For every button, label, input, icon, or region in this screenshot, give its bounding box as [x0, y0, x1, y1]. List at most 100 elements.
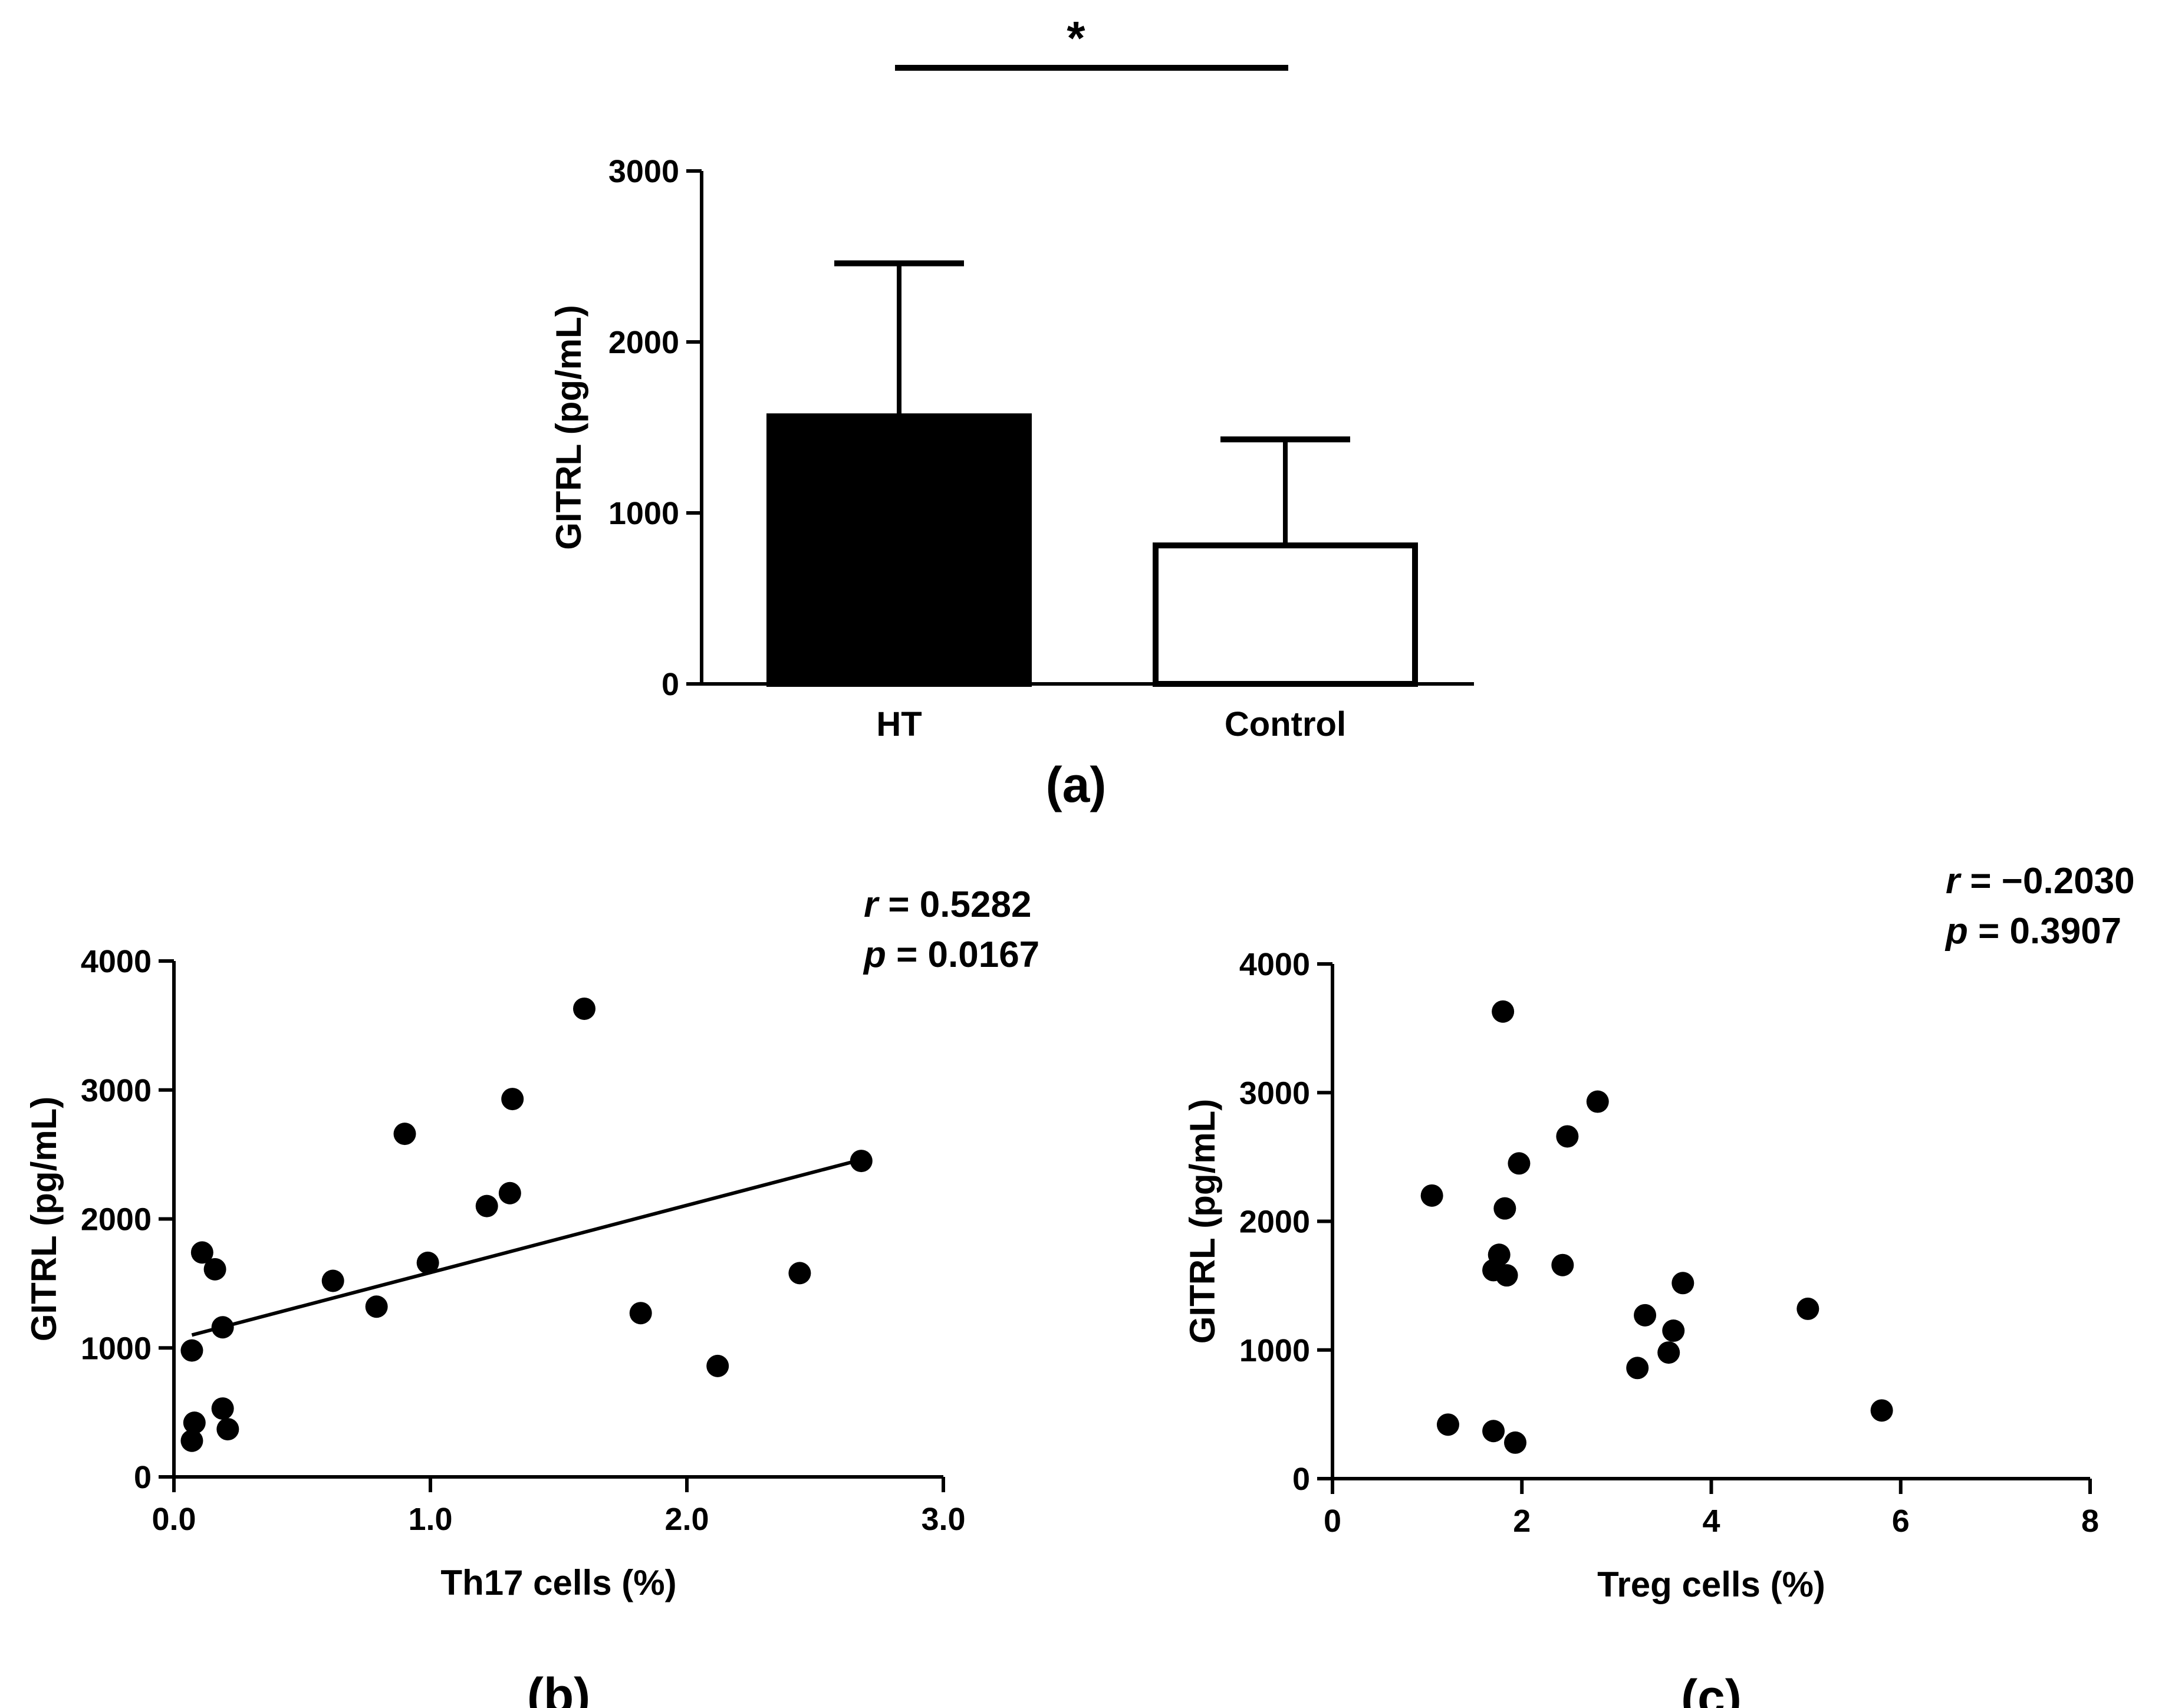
r-value: = 0.5282	[878, 884, 1031, 925]
data-point	[475, 1194, 498, 1217]
data-point	[706, 1354, 729, 1377]
bar-group	[766, 413, 1418, 687]
y-axis-label: GITRL (pg/mL)	[549, 305, 588, 550]
data-point	[573, 997, 595, 1020]
data-point	[1870, 1399, 1893, 1422]
y-tick-label: 1000	[81, 1331, 152, 1366]
r-statistic: r = 0.5282	[864, 884, 1031, 925]
y-tick-label: 2000	[81, 1202, 152, 1238]
data-point	[1420, 1184, 1443, 1207]
data-point	[416, 1251, 439, 1274]
data-point	[211, 1397, 234, 1420]
data-point	[1586, 1090, 1609, 1113]
y-tick-label: 2000	[1239, 1205, 1310, 1240]
x-tick-label: 0	[1324, 1503, 1341, 1539]
data-point	[190, 1241, 213, 1264]
scatter-chart-panel-c: 0 1000 2000 3000 4000 0 2 4 6 8 GITRL (pg/mL) Tr…	[1183, 861, 2135, 1708]
data-point	[498, 1182, 521, 1205]
r-symbol: r	[1946, 861, 1962, 901]
x-axis-label: Th17 cells (%)	[440, 1563, 676, 1602]
x-tick-label: 1.0	[408, 1502, 452, 1537]
panel-label-a: (a)	[1046, 757, 1107, 812]
data-point	[1796, 1297, 1819, 1320]
y-tick-label: 0	[662, 667, 679, 702]
y-tick-group: 0 1000 2000 3000 4000	[1239, 947, 1332, 1497]
y-tick-label: 3000	[608, 154, 679, 189]
data-point	[1657, 1341, 1680, 1364]
data-point	[1626, 1357, 1649, 1380]
data-point	[365, 1295, 388, 1318]
data-point	[321, 1269, 344, 1292]
data-point	[1495, 1264, 1518, 1287]
y-axis-label: GITRL (pg/mL)	[24, 1097, 64, 1342]
p-symbol: p	[1944, 911, 1968, 952]
y-tick-group: 0 1000 2000 3000	[608, 154, 702, 702]
y-tick-label: 4000	[81, 944, 152, 979]
x-tick-label: 2.0	[664, 1502, 709, 1537]
y-tick-label: 2000	[608, 325, 679, 360]
y-tick-label: 1000	[608, 496, 679, 531]
point-group	[180, 997, 873, 1452]
data-point	[1556, 1125, 1579, 1148]
x-tick-label: 8	[2081, 1503, 2099, 1539]
scatter-chart-panel-b: 0 1000 2000 3000 4000 0.0 1.0 2.0 3.0 GITRL (pg…	[24, 884, 1039, 1708]
p-value: = 0.0167	[886, 934, 1039, 975]
p-statistic: p = 0.0167	[863, 934, 1039, 975]
y-tick-group: 0 1000 2000 3000 4000	[81, 944, 174, 1495]
error-bar-group	[834, 260, 1350, 546]
scatter-c-axes	[1331, 964, 2090, 1480]
x-tick-label: 6	[1892, 1503, 1910, 1539]
data-point	[788, 1262, 811, 1285]
x-axis-label: Treg cells (%)	[1597, 1565, 1825, 1604]
trend-line	[191, 1157, 862, 1337]
data-point	[1492, 1000, 1515, 1023]
data-point	[393, 1123, 416, 1146]
data-point	[216, 1418, 239, 1441]
data-point	[1488, 1243, 1511, 1266]
p-symbol: p	[863, 934, 886, 975]
bar-ht	[766, 413, 1032, 687]
y-tick-label: 0	[1292, 1462, 1310, 1497]
data-point	[183, 1411, 206, 1434]
category-label: HT	[876, 705, 922, 743]
category-label-group: HT Control	[876, 705, 1346, 743]
data-point	[501, 1088, 524, 1111]
x-tick-group: 0.0 1.0 2.0 3.0	[152, 1477, 966, 1537]
r-symbol: r	[864, 884, 880, 925]
y-tick-label: 1000	[1239, 1333, 1310, 1368]
panel-label-c: (c)	[1681, 1670, 1742, 1708]
data-point	[203, 1258, 226, 1281]
x-tick-label: 0.0	[152, 1502, 196, 1537]
y-tick-label: 0	[134, 1460, 152, 1495]
data-point	[1671, 1272, 1694, 1295]
data-point	[1634, 1304, 1657, 1327]
r-value: = −0.2030	[1960, 861, 2135, 901]
y-tick-label: 3000	[1239, 1075, 1310, 1111]
x-tick-label: 2	[1513, 1503, 1531, 1539]
data-point	[1493, 1197, 1516, 1220]
p-value: = 0.3907	[1968, 911, 2121, 952]
x-tick-label: 3.0	[921, 1502, 965, 1537]
data-point	[1662, 1319, 1685, 1342]
data-point	[629, 1302, 652, 1325]
scatter-b-axes	[172, 961, 943, 1479]
data-point	[850, 1150, 873, 1173]
category-label: Control	[1225, 705, 1346, 743]
data-point	[180, 1429, 203, 1452]
x-tick-group: 0 2 4 6 8	[1324, 1479, 2099, 1539]
y-tick-label: 4000	[1239, 947, 1310, 982]
p-statistic: p = 0.3907	[1944, 911, 2121, 952]
bar-control	[1153, 542, 1418, 687]
x-tick-label: 4	[1702, 1503, 1720, 1539]
data-point	[1551, 1253, 1574, 1276]
data-point	[1508, 1152, 1531, 1175]
y-axis-label: GITRL (pg/mL)	[1183, 1099, 1222, 1344]
data-point	[180, 1339, 203, 1362]
data-point	[1482, 1420, 1505, 1443]
y-tick-label: 3000	[81, 1073, 152, 1108]
point-group	[1420, 1000, 1893, 1454]
panel-label-b: (b)	[527, 1668, 590, 1708]
data-point	[1436, 1413, 1459, 1436]
